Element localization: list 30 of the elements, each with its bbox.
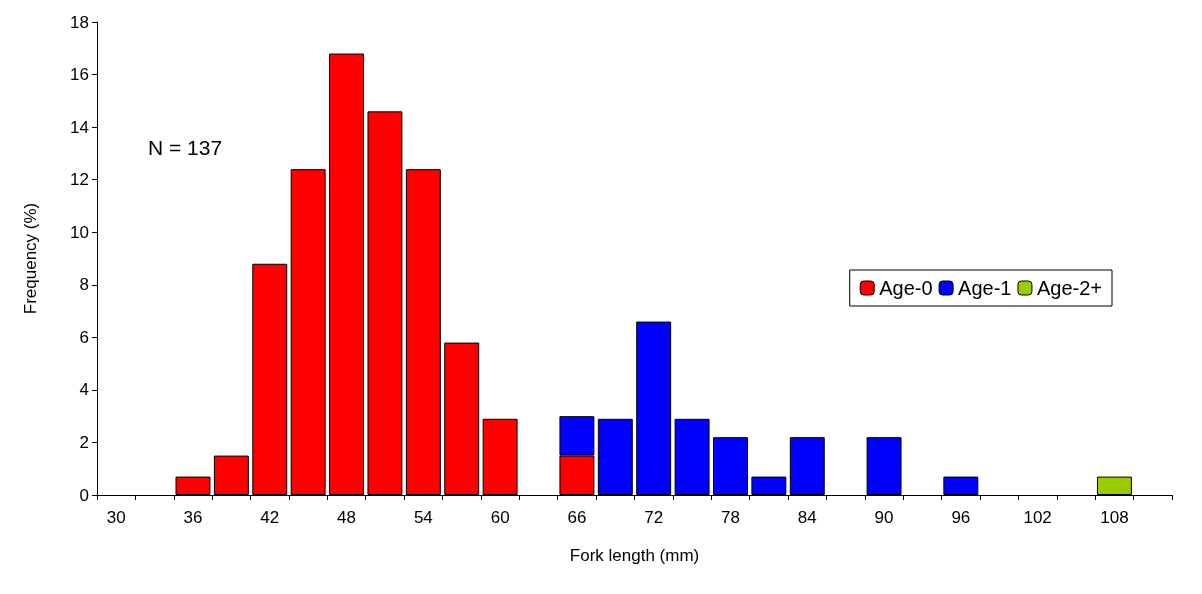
y-tick-label: 8: [79, 275, 89, 295]
x-tick-label: 66: [567, 508, 587, 527]
y-tick-label: 10: [70, 222, 89, 242]
x-tick-label: 54: [413, 508, 433, 527]
x-tick-label: 36: [183, 508, 203, 527]
x-tick-label: 78: [721, 508, 740, 527]
y-tick-label: 6: [79, 327, 89, 347]
x-tick-label: 42: [260, 508, 280, 527]
x-tick-label: 48: [337, 508, 357, 527]
annotation: N = 137: [148, 136, 223, 159]
y-tick-label: 0: [79, 485, 89, 505]
x-tick-label: 84: [797, 508, 817, 527]
legend-label: Age-2+: [1036, 277, 1103, 299]
y-tick-label: 16: [70, 65, 89, 85]
x-tick-label: 60: [490, 508, 510, 527]
y-tick-label: 2: [79, 432, 89, 452]
x-tick-label: 102: [1023, 508, 1052, 527]
y-tick-label: 18: [70, 12, 89, 32]
y-tick-label: 4: [79, 380, 89, 400]
x-tick-label: 72: [644, 508, 664, 527]
x-tick-label: 96: [951, 508, 971, 527]
x-tick-label: 30: [106, 508, 126, 527]
legend-label: Age-1: [958, 277, 1012, 299]
y-tick-label: 14: [70, 117, 89, 137]
x-tick-label: 108: [1100, 508, 1129, 527]
y-axis-title: Frequency (%): [21, 202, 40, 315]
x-axis-title: Fork length (mm): [569, 546, 700, 565]
x-tick-label: 90: [874, 508, 894, 527]
y-tick-label: 12: [70, 170, 89, 190]
legend-label: Age-0: [879, 277, 933, 299]
